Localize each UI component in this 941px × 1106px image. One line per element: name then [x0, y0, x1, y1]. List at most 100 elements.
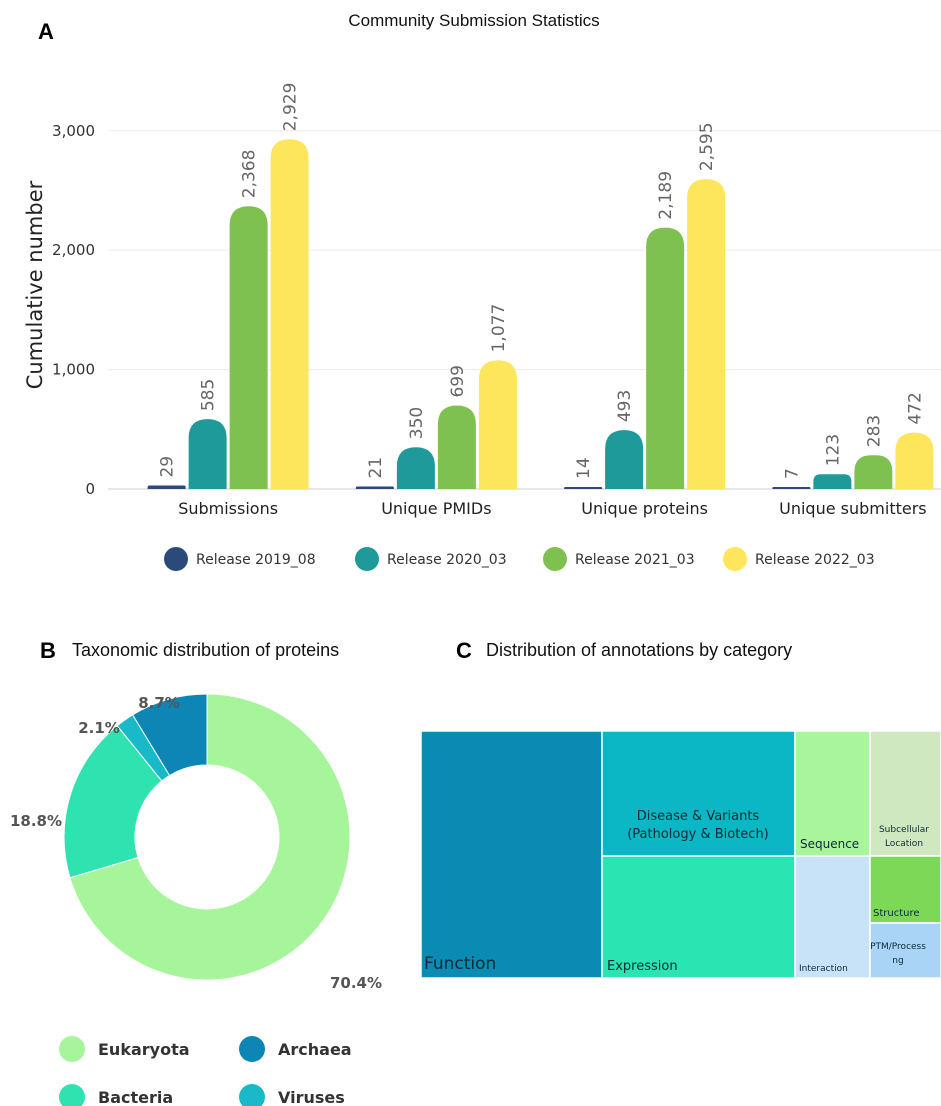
treemap-title: Distribution of annotations by category [486, 640, 792, 660]
treemap-label: Structure [873, 908, 920, 919]
bars [147, 139, 934, 490]
bar-release-2020-03-unique-proteins [605, 430, 644, 489]
bar-release-2021-03-unique-submitters [854, 455, 893, 489]
treemap-cell-subcellular-location: Subcellular Location [869, 730, 941, 857]
bar-release-2019-08-submissions [147, 485, 186, 489]
legend-swatch [723, 547, 747, 571]
data-label: 2,929 [281, 83, 301, 132]
legend-item-archaea: Archaea [239, 1036, 352, 1062]
data-label: 283 [864, 415, 884, 447]
data-label: 1,077 [489, 304, 509, 353]
data-label: 2,595 [697, 122, 717, 171]
legend-label: Eukaryota [98, 1040, 190, 1059]
panel-c: C Distribution of annotations by categor… [420, 638, 941, 979]
legend-swatch [543, 547, 567, 571]
y-tick-label: 1,000 [52, 361, 95, 379]
data-label: 2,189 [656, 171, 676, 220]
bar-release-2022-03-submissions [270, 139, 309, 490]
legend-swatch [59, 1036, 85, 1062]
bar-release-2022-03-unique-pmids [478, 360, 517, 489]
chart-title: Community Submission Statistics [348, 11, 599, 30]
treemap-cell-disease-variants-pathology-biotech: Disease & Variants (Pathology & Biotech) [601, 730, 796, 857]
donut-legend: Eukaryota Bacteria Viruses Archaea [59, 1036, 352, 1106]
treemap-label: Sequence [800, 837, 859, 851]
bar-release-2020-03-submissions [188, 419, 227, 489]
treemap-rect [794, 855, 871, 979]
donut-title: Taxonomic distribution of proteins [72, 640, 339, 660]
legend-label: Release 2020_03 [387, 552, 507, 568]
treemap-cell-structure: Structure [869, 855, 941, 924]
legend-item-viruses: Viruses [239, 1084, 345, 1106]
legend-item-release-2022-03: Release 2022_03 [723, 547, 875, 571]
bar-release-2020-03-unique-submitters [813, 474, 852, 489]
treemap-cell-sequence: Sequence [794, 730, 871, 857]
treemap-cell-interaction: Interaction [794, 855, 871, 979]
x-tick-label: Unique proteins [581, 499, 708, 518]
legend-swatch [59, 1084, 85, 1106]
treemap-label: Disease & Variants [637, 809, 760, 824]
bar-release-2021-03-submissions [229, 206, 268, 489]
treemap-label: PTM/Process [870, 942, 926, 952]
bar-release-2022-03-unique-proteins [687, 179, 726, 489]
treemap-rect [601, 855, 796, 979]
panel-letter-c: C [456, 638, 472, 663]
treemap-cell-expression: Expression [601, 855, 796, 979]
treemap-cell-function: Function [420, 730, 603, 979]
x-tick-label: Unique submitters [779, 499, 927, 518]
data-label: 472 [905, 392, 925, 424]
x-tick-labels: Submissions Unique PMIDs Unique proteins Un… [178, 499, 926, 518]
panel-letter-a: A [38, 19, 54, 44]
bar-release-2019-08-unique-submitters [772, 487, 811, 489]
treemap-rect [869, 730, 941, 857]
x-tick-label: Unique PMIDs [381, 499, 491, 518]
slice-label-eukaryota: 70.4% [330, 974, 382, 992]
data-labels: 29 585 2,368 2,929 21 350 699 1,077 14 493 2,189 2,… [158, 83, 926, 479]
treemap-label: Subcellular [879, 825, 929, 835]
legend-item-bacteria: Bacteria [59, 1084, 173, 1106]
data-label: 493 [615, 390, 635, 422]
legend-swatch [164, 547, 188, 571]
legend-swatch [355, 547, 379, 571]
bar-release-2019-08-unique-pmids [355, 486, 394, 489]
slice-label-archaea: 8.7% [138, 694, 180, 712]
slice-archaea [131, 693, 208, 777]
legend-label: Archaea [278, 1040, 352, 1059]
treemap-cell-ptm-processing: PTM/Process ng [869, 922, 941, 979]
x-tick-label: Submissions [178, 499, 278, 518]
data-label: 2,368 [240, 150, 260, 199]
legend-label: Release 2021_03 [575, 552, 695, 568]
donut-slices [63, 693, 351, 981]
data-label: 29 [158, 456, 178, 478]
legend-item-release-2021-03: Release 2021_03 [543, 547, 695, 571]
bar-release-2019-08-unique-proteins [564, 487, 603, 489]
data-label: 21 [366, 457, 386, 479]
treemap-label: Function [424, 954, 496, 974]
treemap-rect [420, 730, 603, 979]
treemap-label: Location [885, 839, 923, 849]
y-tick-label: 2,000 [52, 241, 95, 259]
legend-label: Bacteria [98, 1088, 173, 1106]
data-label: 14 [574, 457, 594, 479]
legend-label: Viruses [278, 1088, 345, 1106]
bar-release-2020-03-unique-pmids [396, 447, 435, 489]
treemap-rect [794, 730, 871, 857]
treemap-label: ng [892, 956, 903, 966]
data-label: 699 [448, 365, 468, 397]
bar-release-2021-03-unique-pmids [437, 405, 476, 489]
treemap-label: Expression [607, 959, 678, 974]
treemap-cells: Function Disease & Variants (Pathology & B… [420, 730, 941, 979]
slice-label-viruses: 2.1% [78, 719, 120, 737]
panel-a: A Community Submission Statistics Cumula… [23, 11, 941, 571]
slice-eukaryota [69, 693, 351, 981]
slice-label-bacteria: 18.8% [10, 812, 62, 830]
legend: Release 2019_08 Release 2020_03 Release 20… [164, 547, 875, 571]
data-label: 350 [407, 407, 427, 439]
treemap-rect [601, 730, 796, 857]
data-label: 7 [782, 468, 802, 479]
legend-item-eukaryota: Eukaryota [59, 1036, 190, 1062]
legend-label: Release 2022_03 [755, 552, 875, 568]
treemap-label: Interaction [799, 964, 848, 974]
legend-label: Release 2019_08 [196, 552, 316, 568]
legend-item-release-2019-08: Release 2019_08 [164, 547, 316, 571]
